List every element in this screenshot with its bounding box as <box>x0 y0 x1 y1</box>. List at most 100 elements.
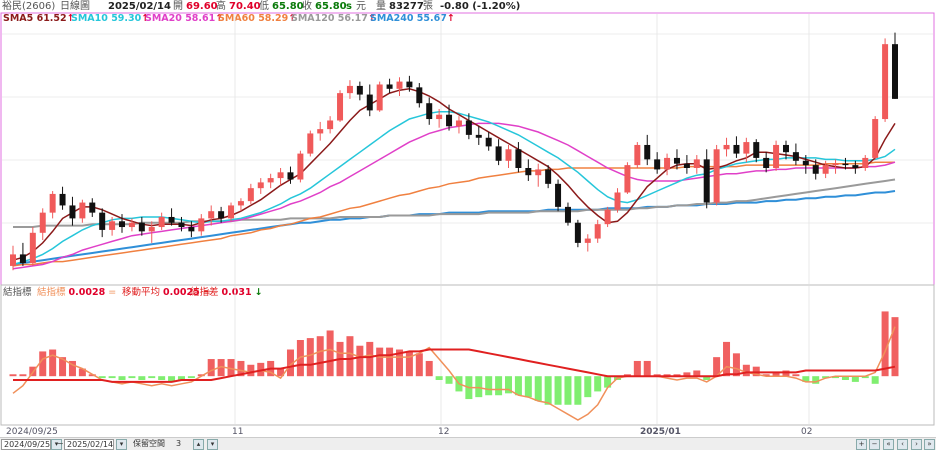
x-label-start: 2024/09/25 <box>6 427 58 437</box>
indicator-bar <box>713 357 721 377</box>
indicator-bar <box>227 359 235 377</box>
indicator-bar <box>742 364 750 377</box>
indicator-bar <box>88 374 96 377</box>
indicator-bar <box>395 349 403 377</box>
indicator-bar <box>732 353 740 377</box>
indicator-bar <box>861 376 869 379</box>
indicator-bar <box>445 376 453 384</box>
indicator-bar <box>346 336 354 377</box>
candle-body <box>495 146 502 161</box>
s-label: s <box>346 1 352 12</box>
candle-body <box>792 152 799 161</box>
indicator-line1-suffix: = <box>108 287 117 298</box>
zoom-in-button[interactable]: + <box>856 439 867 450</box>
indicator-line3-value: 0.031 <box>221 287 252 298</box>
candle-body <box>475 134 482 138</box>
candle-body <box>29 232 36 264</box>
candle-body <box>654 159 661 170</box>
to-date-picker-button[interactable]: ▾ <box>116 439 127 450</box>
candle-body <box>892 44 898 99</box>
indicator-bar <box>812 376 820 384</box>
indicator-line3-arrow: ↓ <box>254 287 263 298</box>
candle-body <box>812 165 819 174</box>
zoom-out-button[interactable]: − <box>869 439 880 450</box>
candle-body <box>376 84 383 111</box>
indicator-bar <box>534 376 542 401</box>
indicator-bar <box>158 376 166 380</box>
sma10-legend-arrow: ↑ <box>141 13 150 24</box>
to-date-input[interactable]: 2025/02/14 <box>64 439 114 450</box>
candle-body <box>337 93 344 121</box>
retain-down-button[interactable]: ▾ <box>207 439 218 450</box>
moving-average-lines <box>12 88 896 270</box>
candle-body <box>257 182 264 189</box>
indicator-line2-label: 移動平均 <box>122 287 161 298</box>
indicator-bar <box>247 364 255 377</box>
candle-body <box>10 254 16 266</box>
candle-body <box>228 205 235 219</box>
candle-body <box>634 144 641 166</box>
candle-body <box>604 209 611 225</box>
candle-body <box>356 85 363 95</box>
indicator-bar <box>128 376 136 379</box>
from-date-input[interactable]: 2024/09/25 <box>1 439 51 450</box>
candle-body <box>545 169 552 184</box>
candle-body <box>446 114 453 127</box>
indicator-bar <box>376 347 384 377</box>
indicator-bar <box>148 376 156 379</box>
candle-body <box>624 165 631 193</box>
indicator-bar <box>49 349 57 377</box>
candle-body <box>515 149 522 168</box>
sma5-line <box>12 88 896 261</box>
sma60-legend-arrow: ↑ <box>288 13 297 24</box>
indicator-bar <box>316 336 324 377</box>
candle-body <box>49 193 56 213</box>
scroll-end-button[interactable]: » <box>924 439 935 450</box>
candle-body <box>683 163 690 168</box>
scroll-left-button[interactable]: ‹ <box>897 439 908 450</box>
candle-body <box>465 120 472 135</box>
indicator-bar <box>802 376 810 382</box>
retain-space-value[interactable]: 3 <box>176 439 182 448</box>
quote-header: 裕民(2606) 日線圖 2025/02/14 開 69.60 高 70.40 … <box>0 0 936 13</box>
indicator-line1-value: 0.0028 <box>68 287 106 298</box>
volume-value: 83277 <box>389 1 424 12</box>
candle-body <box>673 157 680 164</box>
x-label-dec: 12 <box>438 427 449 437</box>
sma20-legend: SMA20 58.61↑ <box>145 13 223 24</box>
sma5-legend-label: SMA5 <box>3 13 34 24</box>
sma10-legend-value: 59.30 <box>111 13 142 24</box>
scroll-right-button[interactable]: › <box>911 439 922 450</box>
indicator-bar <box>306 338 314 377</box>
indicator-bar <box>187 376 195 379</box>
candle-body <box>138 222 145 232</box>
candle-body <box>822 165 829 174</box>
indicator-bar <box>841 376 849 380</box>
candle-body <box>119 221 126 228</box>
candle-body <box>59 193 66 206</box>
candle-body <box>247 188 254 202</box>
retain-up-button[interactable]: ▴ <box>193 439 204 450</box>
candle-body <box>128 222 135 228</box>
open-label: 開 <box>173 1 183 12</box>
indicator-bar <box>59 357 67 377</box>
indicator-bar <box>772 372 780 377</box>
indicator-bar <box>168 376 176 382</box>
candle-body <box>664 157 671 170</box>
candle-body <box>802 160 809 166</box>
sma60-line <box>12 161 895 267</box>
high-label: 高 <box>216 1 226 12</box>
indicator-line3-label: 結指差 <box>190 287 219 298</box>
sma20-line <box>12 122 896 270</box>
candlesticks <box>10 32 898 271</box>
candle-body <box>713 149 720 203</box>
unit-label: 元 <box>356 1 366 12</box>
candle-body <box>208 211 215 219</box>
indicator-bar <box>356 345 364 377</box>
indicator-bar <box>296 340 304 377</box>
scroll-start-button[interactable]: « <box>883 439 894 450</box>
symbol-label: 裕民(2606) <box>2 1 56 12</box>
candle-body <box>753 142 760 158</box>
candle-body <box>733 144 740 154</box>
